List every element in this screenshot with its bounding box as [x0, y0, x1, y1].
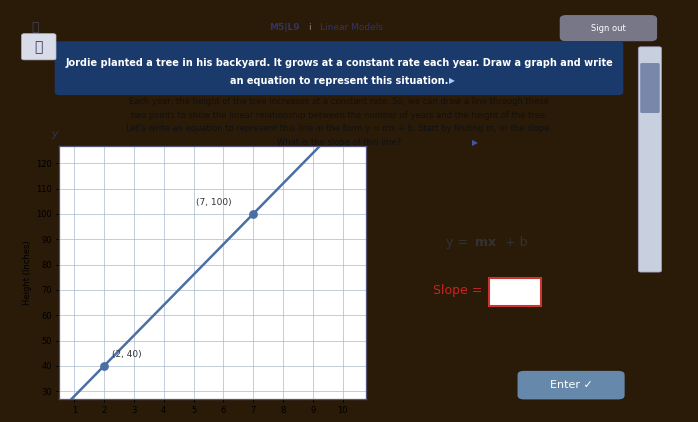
- Text: + b: + b: [501, 236, 528, 249]
- Text: ⚿: ⚿: [34, 40, 43, 54]
- Point: [98, 362, 110, 369]
- Text: Enter ✓: Enter ✓: [550, 380, 593, 390]
- FancyBboxPatch shape: [239, 365, 316, 390]
- FancyBboxPatch shape: [638, 47, 662, 272]
- FancyBboxPatch shape: [640, 63, 660, 113]
- FancyBboxPatch shape: [560, 15, 657, 41]
- Text: M5|L9: M5|L9: [269, 23, 300, 32]
- Text: ⚿: ⚿: [31, 21, 39, 34]
- Text: y: y: [51, 129, 58, 139]
- Text: Let’s write an equation to represent this line in the form y = mx + b. Start by : Let’s write an equation to represent thi…: [126, 124, 552, 133]
- Text: two points to show the linear relationship between the number of years and the h: two points to show the linear relationsh…: [131, 111, 547, 119]
- Point: [248, 211, 259, 217]
- Y-axis label: Height (Inches): Height (Inches): [23, 240, 32, 305]
- Text: More ▼: More ▼: [260, 372, 295, 382]
- FancyBboxPatch shape: [22, 34, 56, 60]
- Text: ▶: ▶: [472, 138, 478, 147]
- Text: ▶: ▶: [450, 76, 455, 85]
- Text: i: i: [309, 23, 311, 32]
- Text: (7, 100): (7, 100): [197, 198, 232, 207]
- Text: Each year, the height of the tree increases at a constant rate. So, we can draw : Each year, the height of the tree increa…: [129, 97, 549, 106]
- Text: (2, 40): (2, 40): [112, 350, 141, 359]
- Text: Linear Models: Linear Models: [320, 23, 383, 32]
- Text: Jordie planted a tree in his backyard. It grows at a constant rate each year. Dr: Jordie planted a tree in his backyard. I…: [65, 58, 613, 68]
- Text: y =: y =: [446, 236, 472, 249]
- Text: Sign out: Sign out: [591, 24, 626, 32]
- Text: What is the slope of this line?: What is the slope of this line?: [277, 138, 401, 147]
- Text: an equation to represent this situation.: an equation to represent this situation.: [230, 76, 448, 86]
- Text: Slope =: Slope =: [433, 284, 482, 297]
- Text: mx: mx: [475, 236, 496, 249]
- FancyBboxPatch shape: [517, 371, 625, 399]
- FancyBboxPatch shape: [489, 278, 541, 306]
- FancyBboxPatch shape: [54, 41, 623, 95]
